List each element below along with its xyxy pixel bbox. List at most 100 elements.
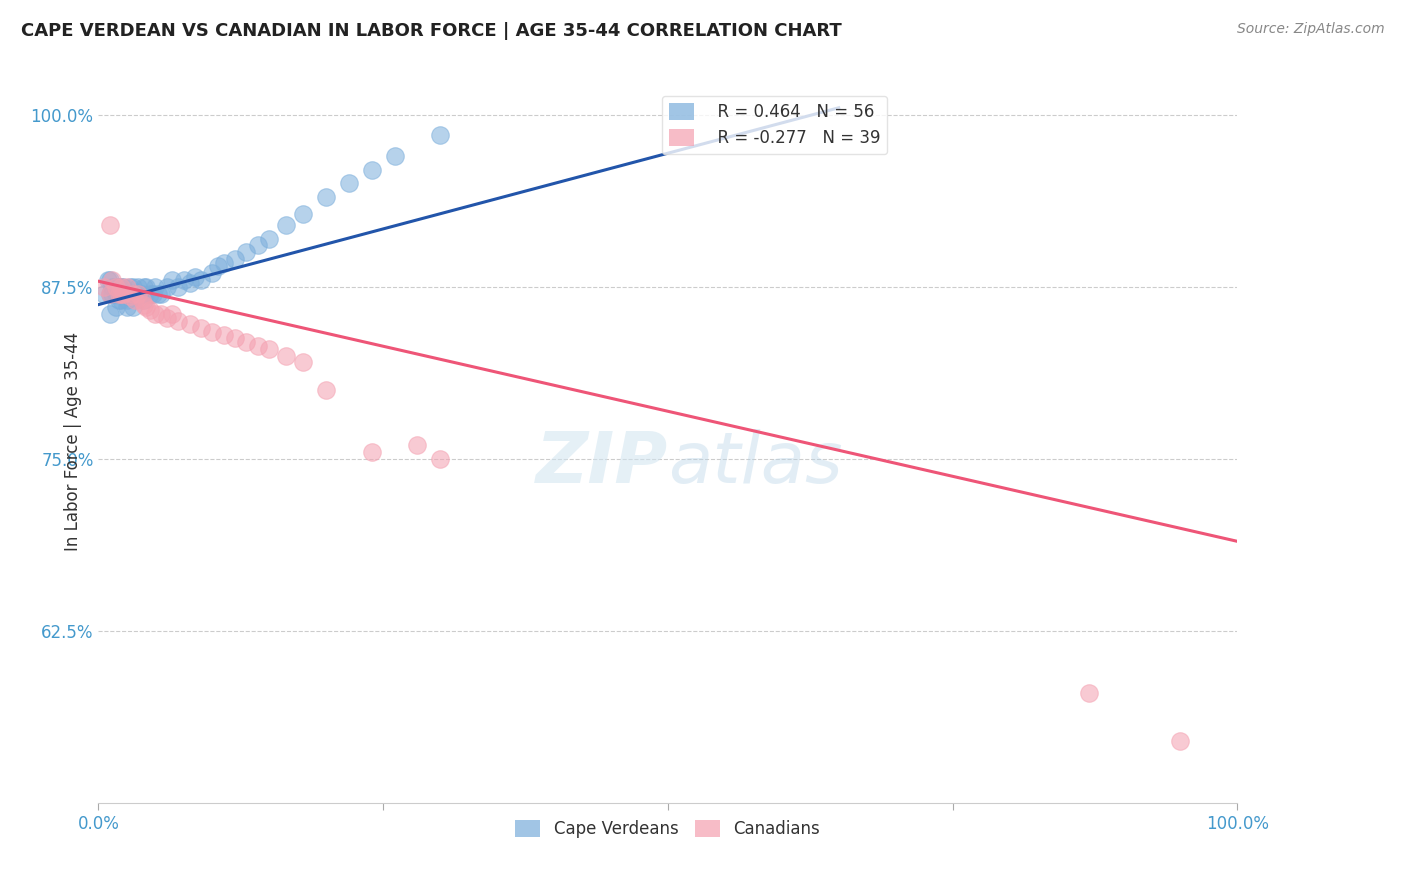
Point — [93, 286, 115, 301]
Point — [101, 279, 124, 293]
Point — [98, 218, 121, 232]
Point — [429, 451, 451, 466]
Point — [150, 307, 173, 321]
Point — [108, 279, 131, 293]
Point — [190, 321, 212, 335]
Point — [138, 303, 160, 318]
Point — [184, 270, 207, 285]
Point — [120, 279, 142, 293]
Point — [179, 317, 201, 331]
Text: atlas: atlas — [668, 429, 842, 498]
Point — [127, 286, 149, 301]
Text: CAPE VERDEAN VS CANADIAN IN LABOR FORCE | AGE 35-44 CORRELATION CHART: CAPE VERDEAN VS CANADIAN IN LABOR FORCE … — [21, 22, 842, 40]
Point — [112, 279, 135, 293]
Point — [315, 190, 337, 204]
Point — [1078, 686, 1101, 700]
Point — [276, 349, 298, 363]
Point — [224, 331, 246, 345]
Point — [110, 286, 132, 301]
Point — [146, 286, 169, 301]
Point — [121, 301, 143, 315]
Point — [276, 218, 298, 232]
Point — [104, 286, 127, 301]
Point — [145, 307, 167, 321]
Point — [127, 279, 149, 293]
Point — [212, 327, 235, 342]
Point — [315, 383, 337, 397]
Point — [121, 279, 143, 293]
Point — [104, 279, 127, 293]
Point — [115, 301, 138, 315]
Point — [98, 273, 121, 287]
Point — [292, 207, 315, 221]
Point — [207, 259, 229, 273]
Point — [360, 445, 382, 459]
Point — [224, 252, 246, 267]
Point — [98, 307, 121, 321]
Point — [292, 355, 315, 369]
Point — [112, 286, 135, 301]
Text: Source: ZipAtlas.com: Source: ZipAtlas.com — [1237, 22, 1385, 37]
Point — [110, 279, 132, 293]
Point — [167, 279, 190, 293]
Legend: Cape Verdeans, Canadians: Cape Verdeans, Canadians — [509, 814, 827, 845]
Point — [121, 286, 143, 301]
Point — [150, 286, 173, 301]
Point — [115, 279, 138, 293]
Point — [98, 286, 121, 301]
Point — [96, 273, 118, 287]
Point — [337, 177, 360, 191]
Point — [108, 293, 131, 308]
Point — [1170, 734, 1192, 748]
Point — [127, 286, 149, 301]
Point — [101, 286, 124, 301]
Point — [384, 149, 406, 163]
Point — [246, 339, 269, 353]
Point — [156, 311, 179, 326]
Point — [212, 256, 235, 270]
Point — [93, 279, 115, 293]
Point — [235, 334, 257, 349]
Point — [145, 279, 167, 293]
Point — [162, 273, 184, 287]
Y-axis label: In Labor Force | Age 35-44: In Labor Force | Age 35-44 — [63, 332, 82, 551]
Point — [173, 273, 195, 287]
Point — [201, 325, 224, 339]
Point — [110, 293, 132, 308]
Point — [131, 293, 153, 308]
Point — [259, 231, 281, 245]
Point — [259, 342, 281, 356]
Point — [138, 286, 160, 301]
Point — [120, 289, 142, 303]
Point — [135, 279, 157, 293]
Point — [429, 128, 451, 143]
Point — [131, 286, 153, 301]
Point — [235, 245, 257, 260]
Point — [132, 297, 155, 311]
Point — [124, 286, 146, 301]
Point — [115, 293, 138, 308]
Point — [132, 279, 155, 293]
Point — [167, 314, 190, 328]
Point — [156, 279, 179, 293]
Point — [104, 301, 127, 315]
Point — [142, 286, 165, 301]
Point — [101, 273, 124, 287]
Point — [108, 286, 131, 301]
Point — [104, 279, 127, 293]
Point — [98, 286, 121, 301]
Point — [360, 162, 382, 177]
Point — [121, 286, 143, 301]
Point — [201, 266, 224, 280]
Point — [124, 293, 146, 308]
Point — [246, 238, 269, 252]
Point — [110, 286, 132, 301]
Text: ZIP: ZIP — [536, 429, 668, 498]
Point — [406, 438, 429, 452]
Point — [115, 286, 138, 301]
Point — [110, 279, 132, 293]
Point — [132, 293, 155, 308]
Point — [179, 276, 201, 290]
Point — [190, 273, 212, 287]
Point — [162, 307, 184, 321]
